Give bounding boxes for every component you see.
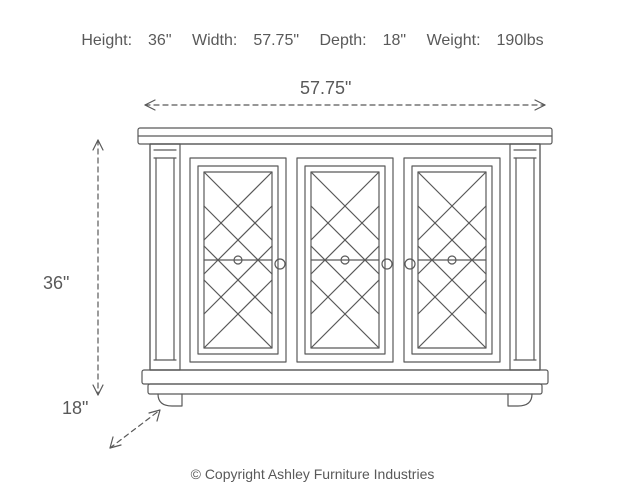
furniture-line-drawing bbox=[0, 0, 625, 500]
copyright-text: © Copyright Ashley Furniture Industries bbox=[0, 466, 625, 482]
